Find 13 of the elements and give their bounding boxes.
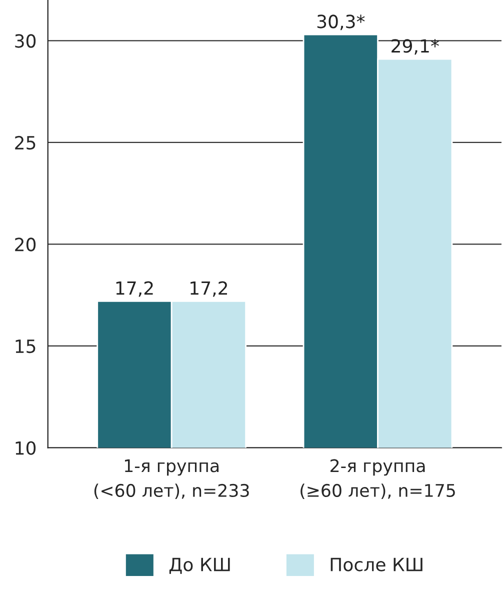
data-label: 29,1* bbox=[392, 39, 439, 55]
legend-label: После КШ bbox=[330, 558, 422, 572]
y-tick-label: 10 bbox=[16, 441, 36, 455]
x-tick-label: 1-я группа (<60 лет), n=233 bbox=[94, 459, 249, 500]
y-tick-label: 20 bbox=[15, 238, 36, 252]
x-tick-label: 2-я группа (≥60 лет), n=175 bbox=[300, 459, 455, 500]
data-label: 17,2 bbox=[190, 281, 227, 297]
legend-label: До КШ bbox=[169, 558, 230, 574]
y-tick-label: 30 bbox=[15, 34, 36, 48]
y-tick-label: 15 bbox=[16, 340, 36, 354]
y-tick-label: 25 bbox=[15, 136, 36, 150]
data-label: 30,3* bbox=[317, 14, 365, 30]
data-label: 17,2 bbox=[116, 281, 153, 297]
